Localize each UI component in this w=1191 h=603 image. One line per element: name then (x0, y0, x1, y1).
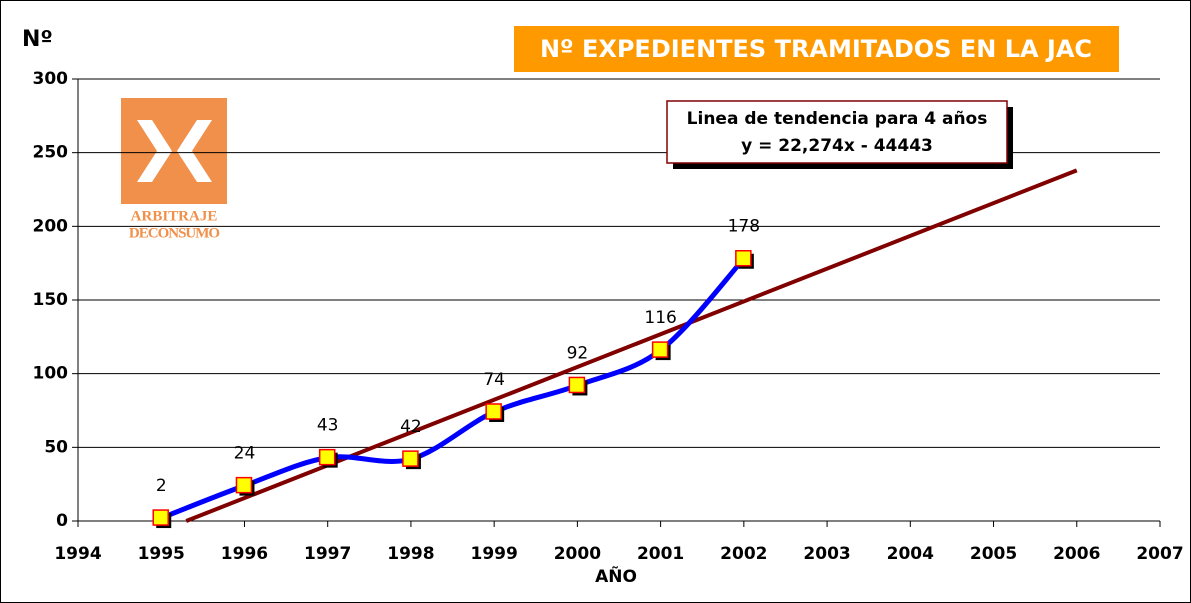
data-label: 42 (400, 417, 422, 437)
marker (735, 249, 752, 267)
logo-text: ARBITRAJE (131, 208, 218, 224)
data-label: 2 (156, 476, 167, 496)
y-tick-label: 150 (33, 290, 69, 310)
x-tick-label: 2004 (887, 544, 934, 564)
x-tick-label: 2006 (1053, 544, 1100, 564)
title-box (514, 26, 1119, 72)
marker (318, 448, 336, 466)
x-axis-label: AÑO (595, 564, 637, 587)
logo: ARBITRAJE DECONSUMO (121, 98, 227, 241)
data-label: 92 (567, 343, 589, 363)
data-label: 74 (483, 370, 505, 390)
y-tick-label: 300 (33, 69, 69, 89)
y-tick-label: 50 (44, 437, 68, 457)
y-tick-label: 250 (33, 143, 69, 163)
y-tick-label: 200 (33, 216, 69, 236)
y-tick-label: 100 (33, 364, 69, 384)
plot-area: 0 50 100 150 200 250 300 1994 1995 1996 1997 1998 19… (33, 69, 1184, 564)
trend-annotation: Linea de tendencia para 4 años y = 22,27… (666, 100, 1013, 169)
chart-title: Nº EXPEDIENTES TRAMITADOS EN LA JAC (540, 35, 1092, 63)
annotation-text: y = 22,274x - 44443 (741, 136, 933, 156)
marker (568, 376, 586, 394)
data-label: 178 (728, 217, 760, 237)
marker (402, 450, 419, 467)
x-tick-label: 2007 (1136, 544, 1183, 564)
y-axis-label: Nº (22, 27, 53, 52)
marker (651, 341, 669, 358)
data-label: 116 (644, 308, 676, 328)
x-tick-label: 2005 (970, 544, 1017, 564)
marker (235, 476, 253, 494)
x-tick-label: 2001 (637, 544, 684, 564)
x-tick-label: 1996 (221, 544, 268, 564)
x-tick-label: 1997 (304, 544, 351, 564)
data-label: 24 (234, 444, 256, 464)
x-tick-label: 2000 (554, 544, 601, 564)
logo-text: DECONSUMO (129, 225, 220, 241)
logo-square (121, 98, 227, 204)
data-label: 43 (317, 416, 339, 436)
x-tick-label: 1994 (54, 544, 101, 564)
x-tick-label: 1998 (387, 544, 434, 564)
annotation-box (666, 100, 1008, 164)
marker (485, 403, 502, 420)
y-tick-label: 0 (56, 511, 68, 531)
x-tick-label: 1995 (138, 544, 185, 564)
x-tick-label: 2002 (720, 544, 767, 564)
x-tick-label: 1999 (470, 544, 517, 564)
marker (152, 509, 169, 526)
logo-icon (137, 120, 212, 182)
annotation-text: Linea de tendencia para 4 años (687, 109, 988, 129)
x-tick-label: 2003 (803, 544, 850, 564)
